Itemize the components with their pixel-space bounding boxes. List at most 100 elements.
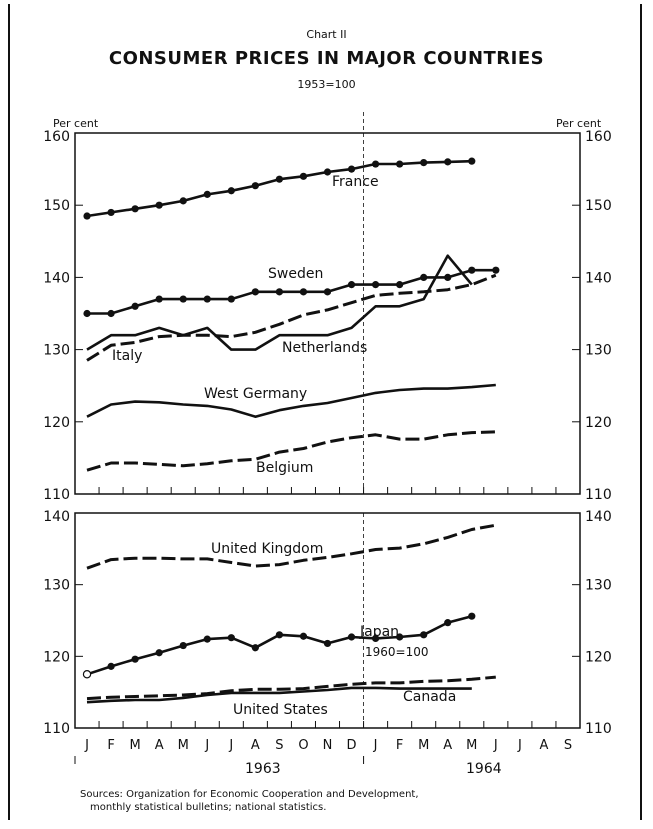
x-month-label: A <box>443 738 452 753</box>
series-point-sweden <box>131 302 139 310</box>
series-point-sweden <box>203 295 211 303</box>
series-point-france <box>179 197 187 205</box>
series-point-france <box>203 190 211 198</box>
series-point-sweden <box>347 281 356 289</box>
chart-subtitle: 1953=100 <box>297 78 356 91</box>
lower-ytick-label-left: 140 <box>43 509 70 525</box>
series-point-france <box>371 160 380 168</box>
series-point-sweden <box>371 281 380 289</box>
upper-ylabel-left: Per cent <box>53 117 99 130</box>
lower-ytick-label-left: 120 <box>43 649 70 665</box>
series-point-japan <box>444 619 452 627</box>
x-month-label: J <box>373 738 378 753</box>
upper-ylabel-right: Per cent <box>556 117 602 130</box>
series-point-sweden <box>444 273 452 281</box>
series-point-japan <box>299 632 308 640</box>
series-label-netherlands: Netherlands <box>282 340 367 356</box>
x-year-label-1963: 1963 <box>245 761 281 777</box>
x-month-label: A <box>251 738 260 753</box>
series-point-sweden <box>155 295 163 303</box>
series-point-france <box>396 160 404 168</box>
x-month-label: S <box>564 738 572 753</box>
series-point-sweden <box>492 266 500 274</box>
series-line-belgium <box>86 430 496 472</box>
series-point-sweden <box>251 288 259 296</box>
series-point-japan <box>82 670 92 679</box>
x-month-label: J <box>84 738 89 753</box>
series-point-france <box>155 201 163 209</box>
lower-ytick-label-right: 140 <box>585 509 612 525</box>
upper-plot-frame <box>74 132 581 495</box>
series-point-france <box>251 182 259 190</box>
series-point-japan <box>420 631 428 639</box>
upper-ytick-label-right: 140 <box>585 270 612 286</box>
series-point-sweden <box>420 273 428 281</box>
page-frame <box>8 4 642 820</box>
series-point-japan <box>468 612 476 620</box>
series-point-france <box>107 208 115 217</box>
series-point-japan <box>155 649 163 657</box>
series-line-sweden <box>87 268 496 315</box>
series-line-netherlands <box>86 254 473 351</box>
series-point-japan <box>107 662 115 670</box>
series-point-sweden <box>179 295 187 303</box>
series-point-sweden <box>275 288 284 296</box>
x-month-label: D <box>347 738 357 753</box>
series-point-sweden <box>227 295 235 303</box>
x-month-label: M <box>178 738 189 753</box>
x-month-label: N <box>323 738 333 753</box>
series-line-france <box>86 159 472 218</box>
series-line-west-germany <box>86 383 496 418</box>
x-month-label: S <box>275 738 283 753</box>
series-label-united-states: United States <box>233 702 328 718</box>
series-point-japan <box>275 631 284 639</box>
series-label-italy: Italy <box>112 348 142 364</box>
series-point-sweden <box>323 288 332 296</box>
series-label-west-germany: West Germany <box>204 386 307 402</box>
lower-ytick-label-left: 130 <box>43 578 70 594</box>
lower-plot-frame <box>74 512 581 729</box>
x-month-label: J <box>517 738 522 753</box>
upper-ytick-label-left: 150 <box>43 198 70 214</box>
lower-ytick-label-left: 110 <box>43 721 70 737</box>
x-month-label: J <box>204 738 209 753</box>
x-year-label-1964: 1964 <box>466 761 502 777</box>
series-point-france <box>131 205 139 213</box>
series-point-france <box>323 168 332 176</box>
x-month-label: F <box>396 738 403 753</box>
chart-kicker: Chart II <box>306 28 347 41</box>
upper-ytick-label-right: 130 <box>585 343 612 359</box>
series-label-belgium: Belgium <box>256 460 313 476</box>
series-point-france <box>444 158 452 166</box>
series-label-canada: Canada <box>403 689 456 705</box>
x-month-label: O <box>298 738 308 753</box>
series-point-japan <box>203 635 211 643</box>
sources-line-2: monthly statistical bulletins; national … <box>90 802 327 813</box>
sources-line-1: Sources: Organization for Economic Coope… <box>80 789 419 800</box>
series-point-sweden <box>83 309 91 318</box>
series-point-france <box>275 175 284 183</box>
series-point-sweden <box>107 309 115 318</box>
lower-ytick-label-right: 130 <box>585 578 612 594</box>
series-point-japan <box>371 634 380 643</box>
upper-ytick-label-right: 110 <box>585 487 612 503</box>
x-month-label: J <box>228 738 233 753</box>
series-label-sweden: Sweden <box>268 266 323 282</box>
chart-title: CONSUMER PRICES IN MAJOR COUNTRIES <box>108 48 545 69</box>
series-point-japan <box>396 633 404 641</box>
upper-ytick-label-left: 140 <box>43 270 70 286</box>
series-point-japan <box>131 655 139 663</box>
series-point-japan <box>227 634 235 642</box>
upper-ytick-label-left: 160 <box>43 129 70 145</box>
series-point-japan <box>347 633 356 641</box>
upper-ytick-label-right: 160 <box>585 129 612 145</box>
upper-ytick-label-left: 110 <box>43 487 70 503</box>
series-point-japan <box>251 644 259 652</box>
series-point-france <box>227 187 235 195</box>
lower-ytick-label-right: 120 <box>585 649 612 665</box>
upper-ytick-label-right: 150 <box>585 198 612 214</box>
series-label-france: France <box>332 174 379 190</box>
x-month-label: M <box>418 738 429 753</box>
